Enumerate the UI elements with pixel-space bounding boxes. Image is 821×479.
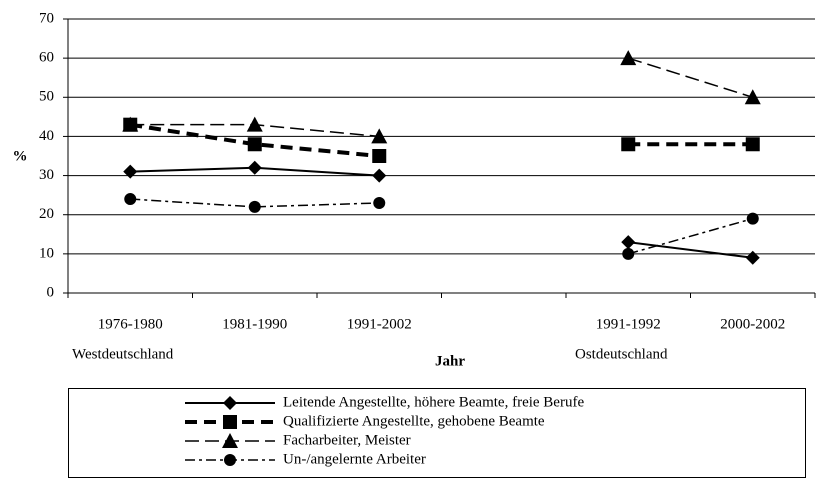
group-label: Ostdeutschland xyxy=(575,346,668,362)
marker xyxy=(745,137,760,152)
y-tick-label: 0 xyxy=(47,284,55,300)
marker xyxy=(372,149,387,163)
marker xyxy=(621,235,636,250)
legend-label: Qualifizierte Angestellte, gehobene Beam… xyxy=(283,413,545,429)
y-tick-label: 70 xyxy=(39,10,54,26)
legend-label: Un-/angelernte Arbeiter xyxy=(283,451,426,467)
x-axis-label: Jahr xyxy=(435,353,465,369)
marker xyxy=(123,164,138,179)
marker xyxy=(122,116,139,132)
marker xyxy=(373,196,386,209)
y-tick-label: 10 xyxy=(39,245,54,261)
marker xyxy=(371,128,388,144)
legend-marker xyxy=(223,396,237,410)
y-tick-label: 40 xyxy=(39,128,54,144)
y-tick-label: 50 xyxy=(39,89,54,105)
marker xyxy=(621,137,636,152)
x-tick-label: 1991-1992 xyxy=(596,316,661,332)
marker xyxy=(745,250,760,265)
marker xyxy=(746,212,759,225)
x-tick-label: 1981-1990 xyxy=(222,316,287,332)
legend-marker xyxy=(222,433,238,448)
legend-marker xyxy=(223,415,237,429)
y-axis-label: % xyxy=(13,148,28,164)
y-tick-label: 60 xyxy=(39,50,54,66)
series-line xyxy=(129,122,753,158)
marker xyxy=(744,89,761,105)
legend-label: Facharbeiter, Meister xyxy=(283,432,411,448)
y-tick-label: 30 xyxy=(39,167,54,183)
legend-marker xyxy=(224,454,236,466)
marker xyxy=(246,116,263,132)
marker xyxy=(247,160,262,175)
marker xyxy=(248,200,261,213)
legend-box xyxy=(68,388,806,478)
x-tick-label: 1991-2002 xyxy=(347,316,412,332)
marker xyxy=(620,50,637,66)
series-line xyxy=(130,166,753,259)
x-tick-label: 2000-2002 xyxy=(720,316,785,332)
marker xyxy=(622,247,635,260)
x-tick-label: 1976-1980 xyxy=(98,316,163,332)
marker xyxy=(124,193,137,206)
marker xyxy=(247,137,262,152)
y-tick-label: 20 xyxy=(39,206,54,222)
marker xyxy=(372,168,387,183)
legend-label: Leitende Angestellte, höhere Beamte, fre… xyxy=(283,394,584,410)
group-label: Westdeutschland xyxy=(72,346,174,362)
series-line xyxy=(130,198,753,255)
